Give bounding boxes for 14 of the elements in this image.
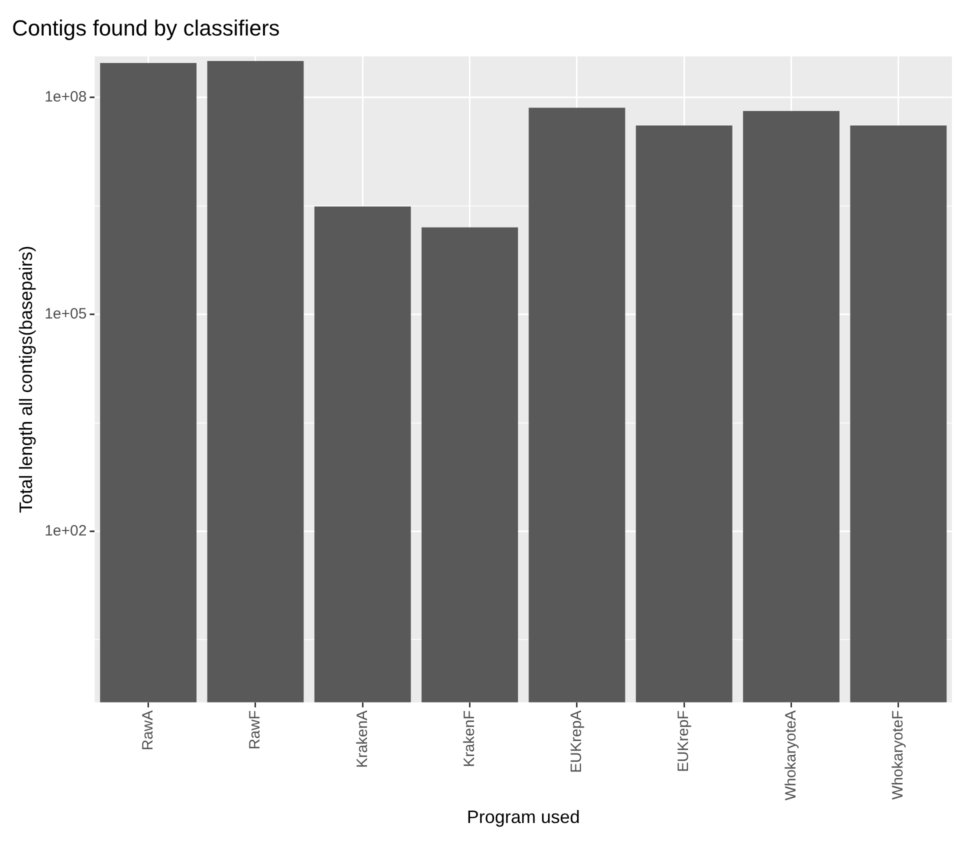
x-tick-label: EUKrepF [675, 710, 692, 772]
chart-title: Contigs found by classifiers [12, 15, 280, 40]
x-tick-label: KrakenF [460, 710, 478, 768]
x-tick-label: EUKrepA [568, 710, 586, 773]
x-tick-label: WhokaryoteA [782, 710, 800, 800]
y-tick-label: 1e+02 [44, 522, 87, 540]
x-tick-label: RawF [246, 710, 264, 750]
x-tick-label: RawA [139, 710, 156, 750]
y-axis-title: Total length all contigs(basepairs) [16, 246, 36, 513]
x-axis-title: Program used [466, 807, 580, 828]
x-tick-label: WhokaryoteF [890, 710, 907, 800]
y-tick-label: 1e+05 [44, 306, 87, 323]
x-tick-label: KrakenA [354, 710, 371, 768]
y-tick-label: 1e+08 [44, 88, 87, 106]
